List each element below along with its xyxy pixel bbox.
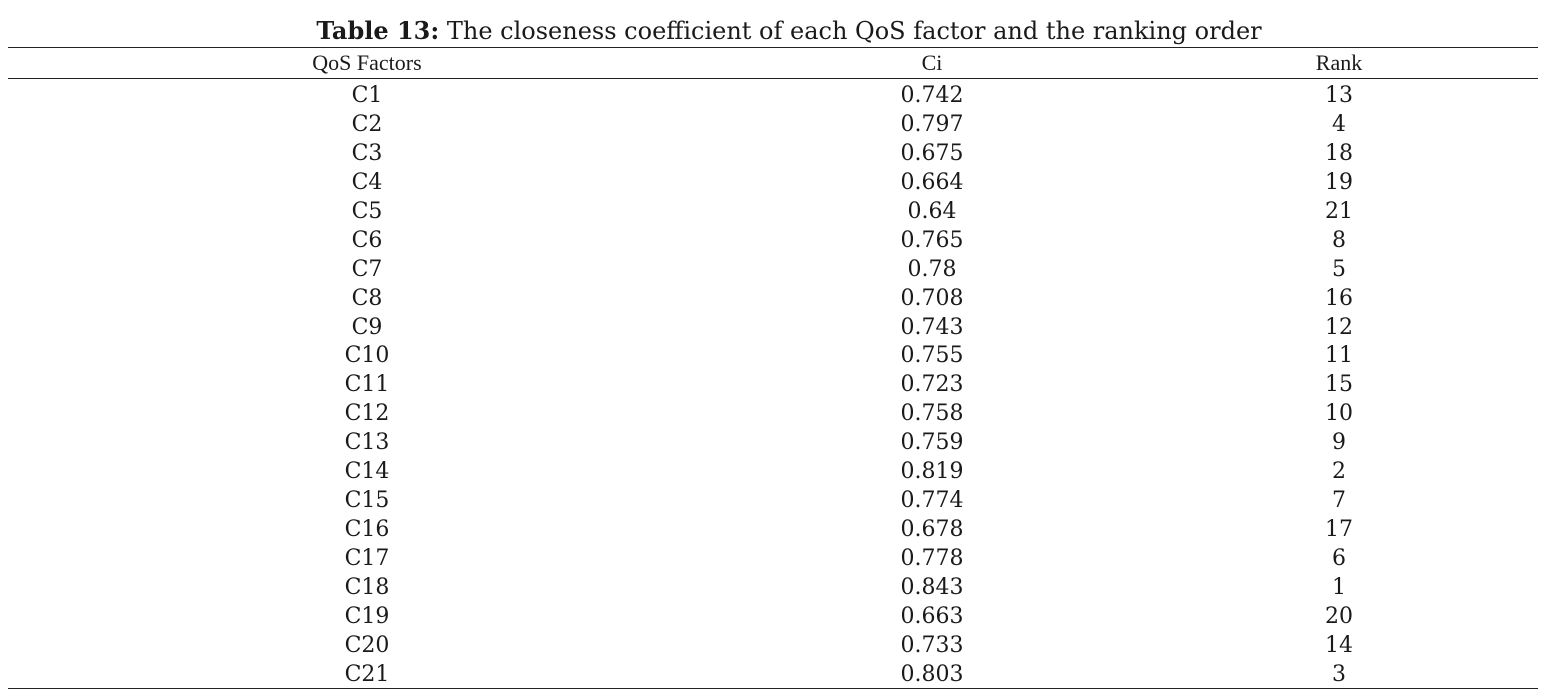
cell-rank: 11: [1325, 343, 1353, 369]
cell-qos-factor: C19: [344, 603, 390, 629]
table-body: C1 0.742 13 C2 0.797 4 C3 0.675 18 C4 0.664 19 C5 0.6…: [0, 81, 1550, 689]
cell-qos-factor: C9: [351, 314, 383, 340]
cell-qos-factor: C3: [351, 140, 383, 166]
table-row: C19 0.663 20: [0, 602, 1550, 631]
cell-qos-factor: C2: [351, 111, 383, 137]
header-rank: Rank: [1315, 50, 1363, 75]
cell-qos-factor: C21: [344, 661, 390, 687]
cell-ci: 0.755: [900, 343, 964, 369]
cell-qos-factor: C10: [344, 343, 390, 369]
cell-qos-factor: C5: [351, 198, 383, 224]
cell-qos-factor: C11: [344, 372, 390, 398]
cell-qos-factor: C1: [351, 83, 383, 108]
table-row: C3 0.675 18: [0, 139, 1550, 168]
cell-rank: 15: [1325, 372, 1353, 398]
cell-rank: 3: [1332, 661, 1346, 687]
table-row: C14 0.819 2: [0, 457, 1550, 486]
cell-qos-factor: C14: [344, 459, 390, 485]
cell-ci: 0.778: [900, 546, 964, 571]
cell-ci: 0.664: [900, 169, 964, 195]
cell-rank: 16: [1325, 285, 1353, 311]
cell-ci: 0.797: [900, 111, 964, 137]
table-row: C10 0.755 11: [0, 341, 1550, 370]
cell-qos-factor: C6: [351, 227, 383, 253]
table-row: C11 0.723 15: [0, 370, 1550, 399]
header-qos-factors: QoS Factors: [312, 50, 422, 75]
cell-ci: 0.733: [900, 632, 964, 658]
cell-rank: 9: [1332, 430, 1346, 456]
table-bottom-rule: [8, 688, 1538, 689]
header-ci: Ci: [921, 50, 943, 75]
cell-rank: 14: [1325, 632, 1353, 658]
table-row: C12 0.758 10: [0, 399, 1550, 428]
table-row: C17 0.778 6: [0, 544, 1550, 573]
table-header-rule: [8, 78, 1538, 79]
cell-ci: 0.765: [900, 227, 964, 253]
cell-rank: 19: [1325, 169, 1353, 195]
cell-rank: 8: [1332, 227, 1346, 253]
table-row: C20 0.733 14: [0, 631, 1550, 660]
cell-rank: 2: [1332, 459, 1346, 485]
cell-ci: 0.819: [900, 459, 964, 485]
table-row: C1 0.742 13: [0, 81, 1550, 110]
cell-ci: 0.774: [900, 488, 964, 514]
cell-ci: 0.743: [900, 314, 964, 340]
cell-qos-factor: C20: [344, 632, 390, 658]
table-row: C7 0.78 5: [0, 255, 1550, 284]
cell-rank: 21: [1325, 198, 1353, 224]
cell-qos-factor: C8: [351, 285, 383, 311]
cell-rank: 1: [1332, 574, 1346, 600]
cell-rank: 5: [1332, 256, 1346, 282]
cell-rank: 12: [1325, 314, 1353, 340]
cell-ci: 0.78: [907, 256, 957, 282]
cell-ci: 0.759: [900, 430, 964, 456]
cell-qos-factor: C15: [344, 488, 390, 514]
cell-qos-factor: C12: [344, 401, 390, 427]
cell-qos-factor: C18: [344, 574, 390, 600]
table-row: C8 0.708 16: [0, 284, 1550, 313]
table-row: C18 0.843 1: [0, 573, 1550, 602]
cell-qos-factor: C16: [344, 517, 390, 543]
cell-ci: 0.803: [900, 661, 964, 687]
cell-qos-factor: C13: [344, 430, 390, 456]
cell-rank: 4: [1332, 111, 1346, 137]
table-caption: Table 13: The closeness coefficient of e…: [0, 14, 1550, 48]
cell-qos-factor: C4: [351, 169, 383, 195]
table-header-row: QoS Factors Ci Rank: [0, 48, 1550, 78]
table-row: C9 0.743 12: [0, 313, 1550, 342]
table-row: C5 0.64 21: [0, 197, 1550, 226]
cell-ci: 0.758: [900, 401, 964, 427]
cell-ci: 0.742: [900, 83, 964, 108]
cell-ci: 0.64: [907, 198, 957, 224]
table-row: C4 0.664 19: [0, 168, 1550, 197]
cell-ci: 0.708: [900, 285, 964, 311]
cell-qos-factor: C17: [344, 546, 390, 571]
cell-rank: 13: [1325, 83, 1353, 108]
table-row: C15 0.774 7: [0, 486, 1550, 515]
cell-ci: 0.843: [900, 574, 964, 600]
table-row: C6 0.765 8: [0, 226, 1550, 255]
table-row: C16 0.678 17: [0, 515, 1550, 544]
table-row: C2 0.797 4: [0, 110, 1550, 139]
cell-qos-factor: C7: [351, 256, 383, 282]
cell-ci: 0.678: [900, 517, 964, 543]
cell-ci: 0.675: [900, 140, 964, 166]
cell-ci: 0.723: [900, 372, 964, 398]
table-caption-text: The closeness coefficient of each QoS fa…: [439, 17, 1262, 45]
cell-ci: 0.663: [900, 603, 964, 629]
table-row: C21 0.803 3: [0, 660, 1550, 689]
cell-rank: 6: [1332, 546, 1346, 571]
cell-rank: 7: [1332, 488, 1346, 514]
cell-rank: 18: [1325, 140, 1353, 166]
cell-rank: 17: [1325, 517, 1353, 543]
table-caption-label: Table 13:: [316, 16, 440, 45]
table-top-rule: [8, 47, 1538, 48]
cell-rank: 10: [1325, 401, 1353, 427]
cell-rank: 20: [1325, 603, 1353, 629]
table-row: C13 0.759 9: [0, 428, 1550, 457]
